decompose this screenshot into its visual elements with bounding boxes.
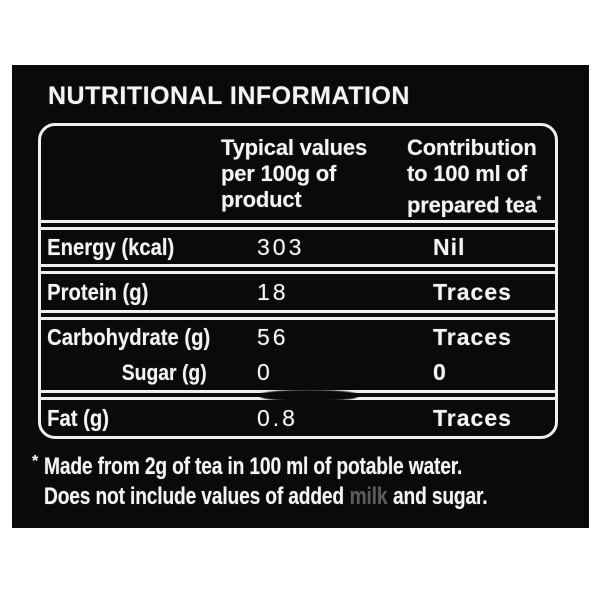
typical-value: 0 (257, 359, 273, 385)
table-row-carbohydrate: Carbohydrate (g) 56 Traces (41, 320, 555, 355)
table-header-row: Typical values per 100g of product Contr… (41, 126, 555, 220)
header-col-blank (41, 126, 219, 220)
row-label: Fat (g) (47, 404, 109, 431)
footnote-marker: * (32, 453, 39, 470)
typical-value: 0.8 (257, 404, 298, 431)
print-smudge-artifact (259, 390, 359, 401)
row-label: Carbohydrate (g) (47, 324, 211, 350)
row-divider (41, 264, 555, 274)
typical-value: 18 (257, 278, 289, 305)
typical-value: 56 (257, 324, 289, 350)
header-line: Typical values (221, 135, 367, 160)
row-label: Energy (kcal) (47, 233, 175, 260)
row-label: Protein (g) (47, 278, 149, 305)
typical-value: 303 (257, 233, 305, 260)
contribution-value: Traces (433, 324, 512, 350)
footnote: * Made from 2g of tea in 100 ml of potab… (32, 452, 589, 512)
table-row-protein: Protein (g) 18 Traces (41, 274, 555, 310)
footnote-line2: Does not include values of added milk and … (44, 482, 488, 512)
row-divider (41, 310, 555, 320)
header-col-contribution: Contribution to 100 ml of prepared tea* (397, 126, 555, 220)
header-line: to 100 ml of (407, 161, 527, 186)
footnote-line2-faded-text: milk (349, 483, 388, 510)
table-section-carbohydrate: Carbohydrate (g) 56 Traces Sugar (g) 0 0 (41, 320, 555, 390)
footnote-line2-part1: Does not include values of added (44, 483, 345, 510)
contribution-value: Traces (433, 404, 512, 431)
contribution-value: Traces (433, 278, 512, 305)
label-title: NUTRITIONAL INFORMATION (48, 82, 410, 110)
table-row-fat: Fat (g) 0.8 Traces (41, 400, 555, 436)
contribution-value: 0 (433, 359, 447, 385)
header-line: Contribution (407, 135, 537, 160)
footnote-asterisk-superscript: * (536, 193, 542, 207)
row-divider (41, 220, 555, 230)
table-row-sugar: Sugar (g) 0 0 (41, 355, 555, 390)
header-col-typical-values: Typical values per 100g of product (219, 126, 397, 220)
nutrition-label-panel: NUTRITIONAL INFORMATION Typical values p… (12, 65, 589, 528)
footnote-line1: Made from 2g of tea in 100 ml of potable… (44, 453, 463, 480)
row-label: Sugar (g) (121, 359, 207, 385)
header-line-text: prepared tea (407, 192, 537, 218)
contribution-value: Nil (433, 233, 466, 260)
header-line: per 100g of (221, 161, 337, 186)
header-line: product (221, 187, 302, 212)
table-row-energy: Energy (kcal) 303 Nil (41, 230, 555, 264)
footnote-text: Made from 2g of tea in 100 ml of potable… (44, 452, 589, 512)
header-line: prepared tea* (407, 187, 555, 218)
nutrition-table: Typical values per 100g of product Contr… (38, 123, 558, 439)
footnote-line2-part2: and sugar. (393, 483, 488, 510)
